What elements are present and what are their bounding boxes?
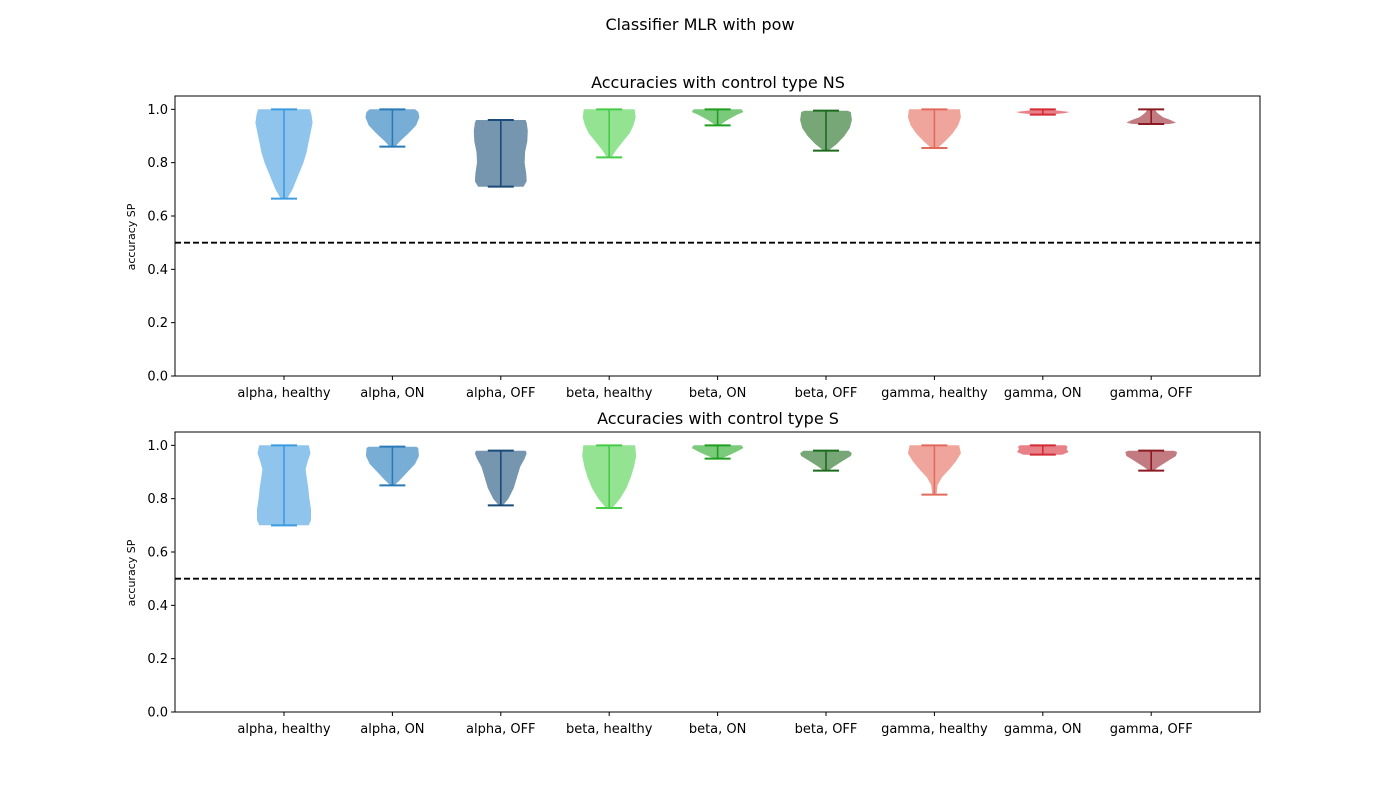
- x-tick-label: alpha, OFF: [466, 386, 536, 401]
- x-tick-label: alpha, healthy: [237, 386, 330, 401]
- chart-title: Accuracies with control type NS: [591, 73, 845, 92]
- x-tick-label: gamma, ON: [1004, 386, 1082, 401]
- x-tick-label: beta, healthy: [566, 722, 653, 737]
- y-tick-label: 1.0: [147, 439, 168, 454]
- x-tick-label: alpha, ON: [360, 722, 424, 737]
- chart-panel-s: Accuracies with control type S accuracy …: [125, 409, 1261, 737]
- x-tick-label: beta, OFF: [795, 722, 858, 737]
- x-tick-label: gamma, healthy: [881, 386, 988, 401]
- y-tick-label: 1.0: [147, 103, 168, 118]
- y-tick-label: 0.2: [147, 652, 168, 667]
- y-tick-label: 0.0: [147, 706, 168, 721]
- y-tick-label: 0.4: [147, 599, 168, 614]
- axes-frame: [174, 431, 1261, 713]
- figure-suptitle: Classifier MLR with pow: [605, 15, 794, 34]
- y-tick-label: 0.2: [147, 316, 168, 331]
- y-tick-label: 0.6: [147, 546, 168, 561]
- y-tick-label: 0.0: [147, 370, 168, 385]
- y-tick-label: 0.4: [147, 263, 168, 278]
- x-tick-label: beta, healthy: [566, 386, 653, 401]
- y-tick-label: 0.8: [147, 156, 168, 171]
- x-tick-label: gamma, OFF: [1110, 722, 1193, 737]
- x-tick-label: beta, OFF: [795, 386, 858, 401]
- y-tick-label: 0.6: [147, 210, 168, 225]
- y-axis-label: accuracy SP: [125, 539, 138, 606]
- x-tick-label: gamma, OFF: [1110, 386, 1193, 401]
- chart-title: Accuracies with control type S: [597, 409, 839, 428]
- chart-panel-ns: Accuracies with control type NS accuracy…: [125, 73, 1261, 401]
- x-tick-label: gamma, ON: [1004, 722, 1082, 737]
- y-tick-label: 0.8: [147, 492, 168, 507]
- axes-frame: [174, 95, 1261, 377]
- x-tick-label: alpha, ON: [360, 386, 424, 401]
- x-tick-label: alpha, healthy: [237, 722, 330, 737]
- x-tick-label: gamma, healthy: [881, 722, 988, 737]
- x-tick-label: beta, ON: [689, 386, 747, 401]
- y-axis-label: accuracy SP: [125, 203, 138, 270]
- x-tick-label: beta, ON: [689, 722, 747, 737]
- x-tick-label: alpha, OFF: [466, 722, 536, 737]
